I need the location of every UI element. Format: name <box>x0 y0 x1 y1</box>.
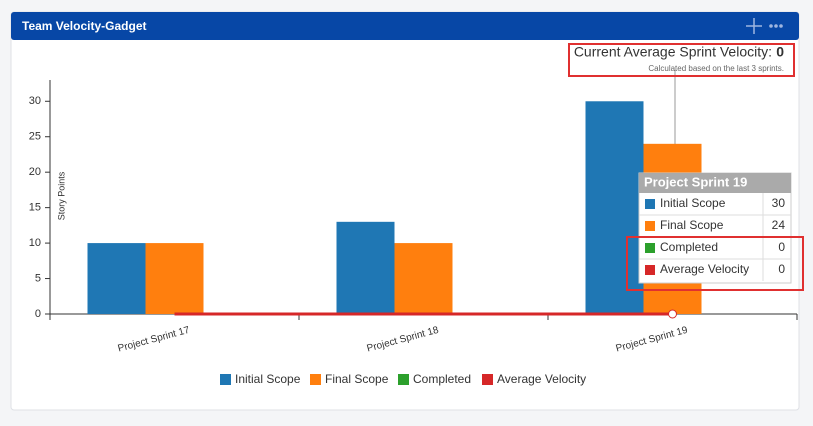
y-axis-title: Story Points <box>56 171 66 220</box>
legend-label[interactable]: Completed <box>413 372 471 386</box>
summary-value: 0 <box>776 44 784 60</box>
hover-point <box>668 309 677 319</box>
move-icon[interactable] <box>746 18 762 34</box>
tooltip-value: 0 <box>778 240 785 254</box>
tooltip-label: Average Velocity <box>660 262 749 276</box>
y-tick-label: 25 <box>29 131 41 143</box>
tooltip-swatch <box>645 243 655 253</box>
tooltip-swatch <box>645 265 655 275</box>
summary-note: Calculated based on the last 3 sprints. <box>648 64 784 73</box>
bar <box>394 243 453 314</box>
tooltip-title: Project Sprint 19 <box>644 174 747 189</box>
tooltip-header <box>639 173 791 193</box>
y-tick-label: 30 <box>29 95 41 107</box>
tooltip-swatch <box>645 221 655 231</box>
tooltip-value: 24 <box>772 218 786 232</box>
bar <box>336 221 395 314</box>
legend-label[interactable]: Initial Scope <box>235 372 301 386</box>
summary-label: Current Average Sprint Velocity: <box>574 44 772 60</box>
y-tick-label: 20 <box>29 166 41 178</box>
y-tick-label: 5 <box>35 272 41 284</box>
panel-header <box>11 12 799 40</box>
y-tick-label: 0 <box>35 308 41 320</box>
bar <box>87 243 146 314</box>
more-icon[interactable] <box>769 24 783 28</box>
legend-label[interactable]: Average Velocity <box>497 372 586 386</box>
tooltip-label: Completed <box>660 240 718 254</box>
bar <box>145 243 204 314</box>
highlight-box <box>626 236 804 291</box>
tooltip-label: Final Scope <box>660 218 724 232</box>
tooltip-value: 0 <box>778 262 785 276</box>
legend-swatch <box>310 374 321 385</box>
y-tick-label: 10 <box>29 237 41 249</box>
bar <box>585 101 644 314</box>
legend-label[interactable]: Final Scope <box>325 372 389 386</box>
legend-swatch <box>220 374 231 385</box>
tooltip-label: Initial Scope <box>660 196 726 210</box>
legend-swatch <box>398 374 409 385</box>
tooltip: Project Sprint 19 Initial Scope 30 Final S… <box>638 172 792 284</box>
tooltip-value: 30 <box>772 196 786 210</box>
panel-title: Team Velocity-Gadget <box>22 19 146 33</box>
y-tick-label: 15 <box>29 202 41 214</box>
legend-swatch <box>482 374 493 385</box>
highlight-box <box>568 43 795 77</box>
tooltip-swatch <box>645 199 655 209</box>
